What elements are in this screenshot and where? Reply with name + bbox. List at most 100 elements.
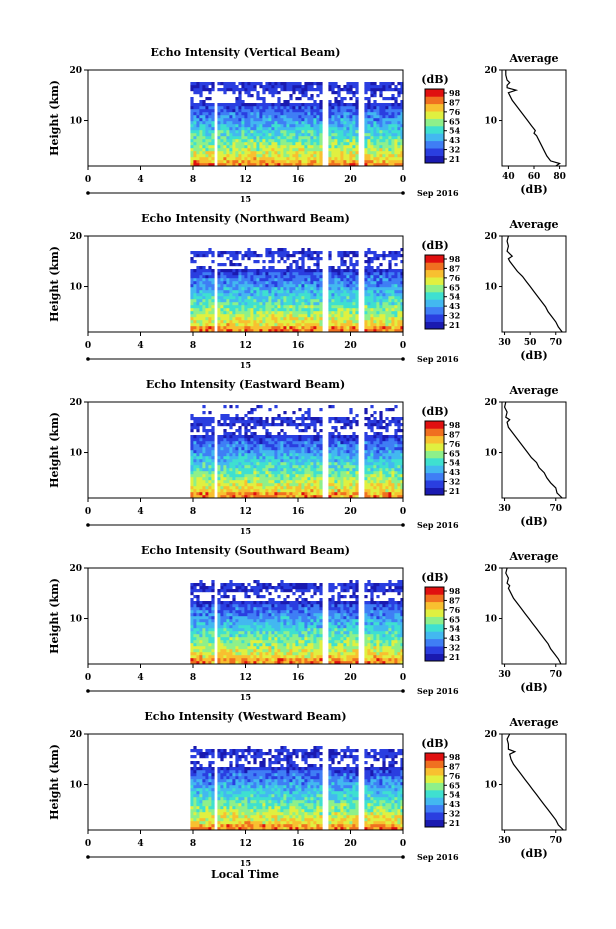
heat-cell [259,465,263,469]
heat-cell [364,468,368,472]
heat-cell [226,447,230,451]
heat-cell [304,305,308,309]
heat-cell [376,121,380,125]
heat-cell [220,492,224,496]
heat-cell [328,405,332,409]
heat-cell [244,112,248,116]
heat-cell [376,290,380,294]
heat-cell [253,103,257,107]
heat-cell [253,314,257,318]
heat-cell [382,326,386,330]
heat-cell [232,142,236,146]
heat-cell [337,308,341,312]
heat-cell [280,465,284,469]
heat-cell [256,154,260,158]
heat-cell [340,450,344,454]
heat-cell [394,269,398,273]
heat-cell [199,281,203,285]
heat-cell [373,471,377,475]
heat-cell [286,278,290,282]
heat-cell [355,106,359,110]
heat-cell [199,272,203,276]
heat-cell [334,468,338,472]
heat-cell [349,142,353,146]
avg-y-tick-label: 20 [484,232,497,242]
heat-cell [229,157,233,161]
heat-cell [397,154,401,158]
heat-cell [289,447,293,451]
heat-cell [250,151,254,155]
heat-cell [253,82,257,86]
heat-cell [349,314,353,318]
heat-cell [268,293,272,297]
heat-cell [283,293,287,297]
heat-cell [397,296,401,300]
heat-cell [259,145,263,149]
heat-cell [331,435,335,439]
heat-cell [247,85,251,89]
heat-cell [265,124,269,128]
heat-cell [328,465,332,469]
heat-cell [268,82,272,86]
heat-cell [277,115,281,119]
heat-cell [265,329,269,333]
heat-cell [235,127,239,131]
heat-cell [352,438,356,442]
heat-cell [376,453,380,457]
heat-cell [328,151,332,155]
heat-cell [271,317,275,321]
heat-cell [253,145,257,149]
heat-cell [370,471,374,475]
heat-cell [268,278,272,282]
heat-cell [265,284,269,288]
heat-cell [295,329,299,333]
heat-cell [193,462,197,466]
heat-cell [331,305,335,309]
heat-cell [304,142,308,146]
heat-cell [238,121,242,125]
date-line-end [401,357,405,361]
heat-cell [376,299,380,303]
heat-cell [373,115,377,119]
heat-cell [355,154,359,158]
heat-cell [271,420,275,424]
heat-cell [220,435,224,439]
heat-cell [337,420,341,424]
heat-cell [283,109,287,113]
heat-cell [310,290,314,294]
heat-cell [400,284,404,288]
heat-cell [220,444,224,448]
heat-cell [262,435,266,439]
heat-cell [238,468,242,472]
heat-cell [376,456,380,460]
heat-cell [301,468,305,472]
heat-cell [379,290,383,294]
heat-cell [370,160,374,164]
heat-cell [205,468,209,472]
heat-cell [211,85,215,89]
heat-cell [385,456,389,460]
avg-y-tick-label: 20 [484,66,497,76]
heat-cell [229,450,233,454]
heat-cell [289,453,293,457]
heat-cell [217,103,221,107]
heat-cell [268,148,272,152]
heat-cell [256,127,260,131]
heat-cell [250,489,254,493]
heat-cell [247,486,251,490]
heat-cell [199,103,203,107]
heat-cell [223,287,227,291]
heat-cell [217,453,221,457]
heat-cell [193,308,197,312]
heat-cell [301,495,305,499]
heat-cell [238,299,242,303]
heat-cell [391,314,395,318]
heat-cell [217,109,221,113]
heat-cell [202,483,206,487]
heat-cell [283,492,287,496]
heat-cell [262,302,266,306]
heat-cell [205,492,209,496]
heat-cell [352,323,356,327]
heat-cell [316,453,320,457]
heat-cell [364,139,368,143]
